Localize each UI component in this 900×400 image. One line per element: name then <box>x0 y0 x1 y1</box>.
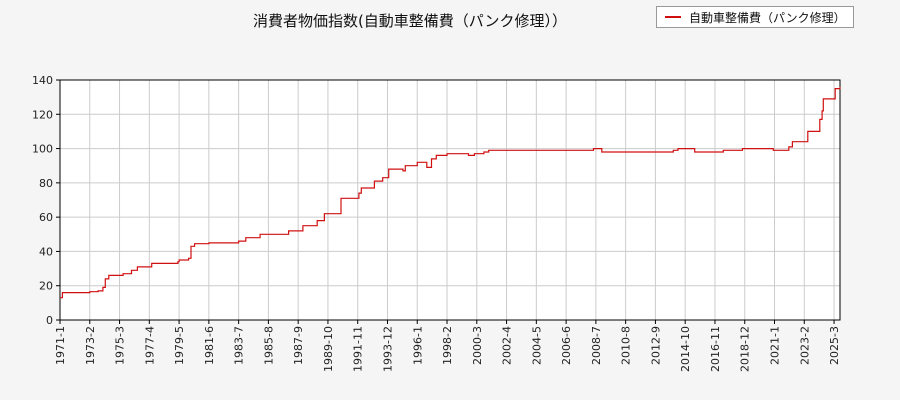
legend-label: 自動車整備費（パンク修理） <box>689 10 846 25</box>
y-tick-label: 100 <box>32 143 53 156</box>
x-tick-label: 2004-5 <box>530 326 543 365</box>
x-tick-label: 1975-3 <box>114 326 127 365</box>
legend: 自動車整備費（パンク修理） <box>656 6 854 28</box>
axes <box>56 79 841 324</box>
plot-frame <box>59 79 841 321</box>
y-tick-label: 40 <box>39 245 53 258</box>
x-tick-label: 1983-7 <box>233 326 246 365</box>
x-tick-label: 1987-9 <box>292 326 305 365</box>
x-tick-label: 2016-11 <box>709 326 722 372</box>
y-tick-label: 60 <box>39 211 53 224</box>
x-tick-label: 1981-6 <box>203 326 216 365</box>
x-tick-label: 2018-12 <box>739 326 752 372</box>
x-tick-label: 1989-10 <box>322 326 335 372</box>
legend-swatch <box>665 16 681 18</box>
tick-labels: 0 20 40 60 80 100 120 140 1971-1 1973-2 1975-3 1977… <box>32 74 841 372</box>
y-tick-label: 80 <box>39 177 53 190</box>
x-tick-label: 2025-3 <box>828 326 841 365</box>
x-tick-label: 2008-7 <box>590 326 603 365</box>
x-tick-label: 1985-8 <box>262 326 275 365</box>
x-tick-label: 2012-9 <box>649 326 662 365</box>
y-tick-label: 140 <box>32 74 53 87</box>
series <box>60 86 841 299</box>
y-tick-label: 20 <box>39 280 53 293</box>
x-tick-label: 2002-4 <box>501 326 514 365</box>
series-line <box>60 86 841 299</box>
x-tick-label: 1996-1 <box>411 326 424 365</box>
x-tick-label: 1971-1 <box>54 326 67 365</box>
x-tick-label: 2010-8 <box>620 326 633 365</box>
x-tick-label: 2021-1 <box>769 326 782 365</box>
x-tick-label: 2006-6 <box>560 326 573 365</box>
x-tick-label: 2023-2 <box>798 326 811 365</box>
x-tick-label: 1993-12 <box>381 326 394 372</box>
x-tick-label: 1973-2 <box>84 326 97 365</box>
x-tick-label: 1979-5 <box>173 326 186 365</box>
x-tick-label: 1977-4 <box>143 326 156 365</box>
x-tick-label: 2000-3 <box>471 326 484 365</box>
chart-title: 消費者物価指数(自動車整備費（パンク修理）） <box>252 12 568 30</box>
x-tick-label: 1991-11 <box>352 326 365 372</box>
x-tick-label: 2014-10 <box>679 326 692 372</box>
y-tick-label: 0 <box>46 314 53 327</box>
x-tick-label: 1998-2 <box>441 326 454 365</box>
plot-area <box>60 80 840 320</box>
y-tick-label: 120 <box>32 108 53 121</box>
